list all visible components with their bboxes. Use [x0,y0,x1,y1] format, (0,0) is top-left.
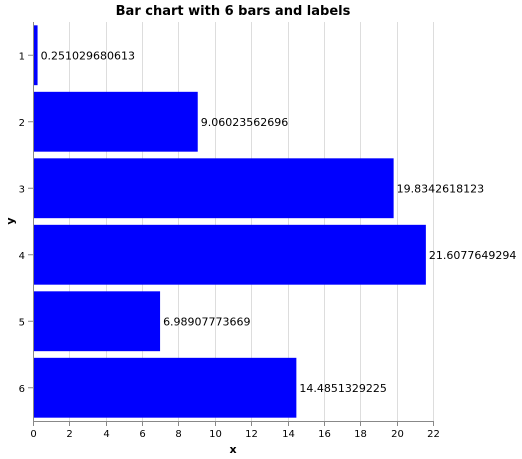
bar [33,25,38,86]
y-tick-label: 1 [19,51,25,62]
y-tick-label: 2 [19,118,25,129]
y-tick-label: 4 [19,251,25,262]
x-axis-title: x [229,443,236,456]
y-axis-title: y [4,217,17,224]
x-tick-label: 16 [318,429,331,440]
bar-data-label: 21.6077649294 [429,249,516,262]
x-gridlines [33,22,434,421]
y-tick-label: 5 [19,317,25,328]
data-labels: 0.251029680613 9.06023562696 19.8342618123… [41,49,517,395]
bar [33,357,297,418]
y-tick-label: 6 [19,384,25,395]
x-tick-label: 22 [427,429,440,440]
bar-data-label: 19.8342618123 [397,182,484,195]
x-tick-label: 8 [175,429,181,440]
x-tick-label: 14 [282,429,295,440]
y-axis: 1 2 3 4 5 6 [19,22,34,421]
bar-data-label: 9.06023562696 [201,116,288,129]
bar [33,158,394,219]
bar-data-label: 6.98907773669 [163,315,250,328]
bar-data-label: 14.4851329225 [299,382,386,395]
chart-title: Bar chart with 6 bars and labels [116,4,351,19]
x-tick-label: 20 [391,429,404,440]
x-axis: 0 2 4 6 8 10 12 14 16 18 20 22 [30,421,440,440]
x-tick-label: 6 [139,429,145,440]
x-tick-label: 12 [245,429,258,440]
y-tick-label: 3 [19,184,25,195]
x-tick-label: 4 [103,429,109,440]
bar [33,291,161,352]
bar [33,91,198,152]
x-tick-label: 2 [66,429,72,440]
x-tick-label: 0 [30,429,36,440]
x-tick-label: 10 [209,429,222,440]
bars [33,25,426,418]
x-tick-label: 18 [354,429,367,440]
bar [33,224,426,285]
bar-data-label: 0.251029680613 [41,49,135,62]
